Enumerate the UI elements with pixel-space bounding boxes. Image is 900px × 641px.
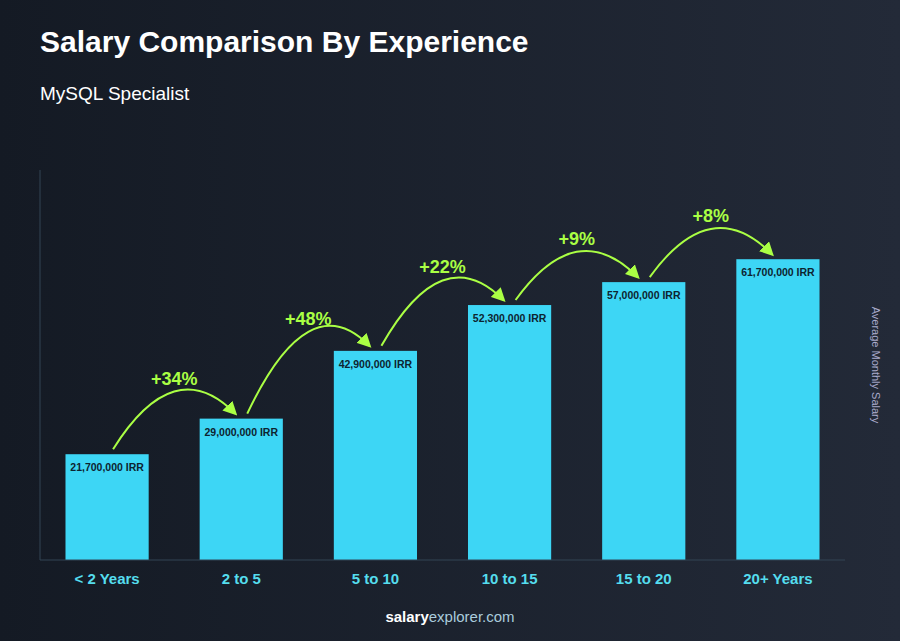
x-tick-label: 10 to 15 [482,570,538,587]
data-label: 57,000,000 IRR [607,289,681,301]
growth-arc [247,326,369,414]
bar [736,259,819,560]
bar [334,351,417,560]
x-tick-label: 2 to 5 [222,570,261,587]
x-axis-line [40,560,845,561]
data-label: 29,000,000 IRR [204,426,278,438]
data-label: 52,300,000 IRR [473,312,547,324]
x-tick-label: 20+ Years [743,570,812,587]
annotation: +8% [693,206,730,226]
x-tick-label: 15 to 20 [616,570,672,587]
annotation: +9% [558,229,595,249]
bar [602,282,685,560]
x-tick-label: < 2 Years [74,570,139,587]
data-label: 61,700,000 IRR [741,266,815,278]
footer: salaryexplorer.com [385,608,514,625]
annotation: +48% [285,309,332,329]
growth-arc [381,277,503,345]
annotation: +34% [151,369,198,389]
y-axis-label: Average Monthly Salary [870,307,882,424]
growth-arc [113,390,235,450]
footer-part: salary [385,608,429,625]
bar [65,454,148,560]
data-label: 21,700,000 IRR [70,461,144,473]
y-axis-line [40,170,41,560]
bars [65,259,819,560]
growth-arc [650,228,772,277]
data-label: 42,900,000 IRR [339,358,413,370]
subtitle: MySQL Specialist [40,83,190,104]
background [0,0,900,641]
footer-part: explorer.com [429,608,515,625]
x-tick-label: 5 to 10 [352,570,400,587]
bar [468,305,551,560]
growth-arc [516,251,638,300]
bar [200,419,283,560]
chart: Salary Comparison By Experience MySQL Spe… [0,0,900,641]
annotation: +22% [419,257,466,277]
title: Salary Comparison By Experience [40,25,529,58]
